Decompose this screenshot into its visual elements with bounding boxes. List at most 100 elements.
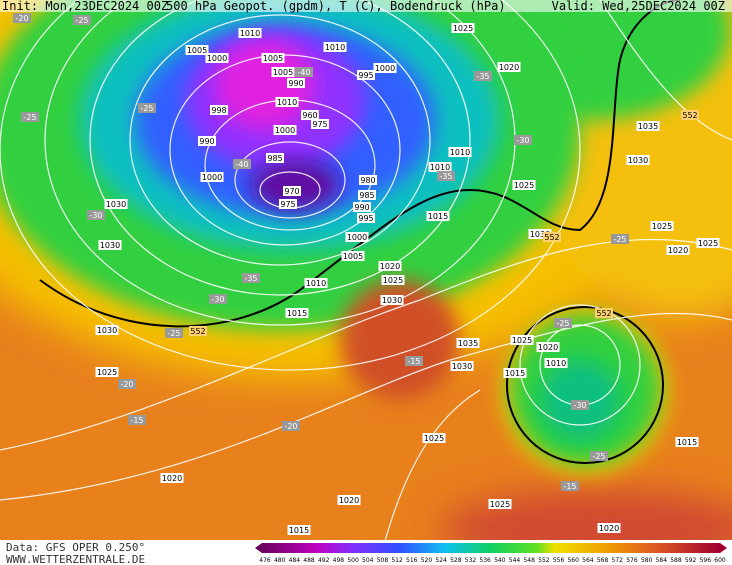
temperature-label: -15 (407, 357, 420, 366)
pressure-label: 1030 (530, 230, 550, 239)
colorbar-label: 584 (656, 557, 668, 564)
pressure-label-box (95, 325, 119, 335)
pressure-label: 1025 (514, 181, 534, 190)
colorbar-label: 548 (523, 557, 535, 564)
colorbar-label: 552 (538, 557, 550, 564)
pressure-label-box (373, 63, 397, 73)
temperature-label: -35 (476, 72, 489, 81)
colorbar-label: 524 (435, 557, 447, 564)
pressure-label: 1020 (380, 262, 400, 271)
pressure-label: 1010 (546, 359, 566, 368)
pressure-label-box (266, 153, 284, 163)
temperature-label-box (514, 135, 532, 145)
pressure-label-box (95, 367, 119, 377)
colorbar-label: 488 (303, 557, 315, 564)
pressure-label-box (357, 213, 375, 223)
thickness-label-box (543, 232, 561, 242)
temperature-label-box (128, 415, 146, 425)
colorbar-label: 580 (641, 557, 653, 564)
data-source: Data: GFS OPER 0.250° (6, 541, 145, 554)
pressure-label: 1010 (277, 98, 297, 107)
website: WWW.WETTERZENTRALE.DE (6, 553, 145, 565)
pressure-label: 1010 (240, 29, 260, 38)
colorbar-label: 500 (347, 557, 359, 564)
pressure-label: 1000 (202, 173, 222, 182)
pressure-label: 1015 (287, 309, 307, 318)
temperature-label: -40 (235, 160, 248, 169)
colorbar-label: 532 (465, 557, 477, 564)
pressure-label-box (450, 361, 474, 371)
pressure-label-box (287, 78, 305, 88)
pressure-label-box (341, 251, 365, 261)
pressure-label-box (422, 433, 446, 443)
colorbar-label: 484 (289, 557, 301, 564)
temperature-label-box (437, 171, 455, 181)
temperature-label: -20 (284, 422, 297, 431)
pressure-label-box (104, 199, 128, 209)
pressure-label-box (311, 119, 329, 129)
colorbar-label: 592 (685, 557, 697, 564)
colorbar-label: 560 (567, 557, 579, 564)
pressure-label: 1035 (458, 339, 478, 348)
init-time: Init: Mon,23DEC2024 00Z (2, 0, 168, 13)
pressure-label-box (381, 275, 405, 285)
colorbar-label: 596 (700, 557, 712, 564)
temperature-label: -35 (439, 172, 452, 181)
pressure-label-box (273, 125, 297, 135)
pressure-label: 1025 (698, 239, 718, 248)
temperature-label-box (242, 273, 260, 283)
pressure-label: 1030 (97, 326, 117, 335)
pressure-label-box (636, 121, 660, 131)
pressure-label: 1030 (382, 296, 402, 305)
pressure-label: 1020 (599, 524, 619, 533)
pressure-label: 985 (267, 154, 282, 163)
temperature-label-box (561, 481, 579, 491)
colorbar-label: 576 (626, 557, 638, 564)
pressure-label: 970 (284, 187, 299, 196)
temperature-label-box (165, 328, 183, 338)
temperature-label: -25 (23, 113, 36, 122)
colorbar-label: 480 (274, 557, 286, 564)
pressure-label-box (426, 211, 450, 221)
pressure-label-box (510, 335, 534, 345)
pressure-label: 1015 (505, 369, 525, 378)
temperature-label-box (571, 400, 589, 410)
temperature-label-box (282, 421, 300, 431)
temperature-label: -25 (613, 235, 626, 244)
temperature-label-box (138, 103, 156, 113)
colorbar (262, 543, 720, 553)
pressure-label-box (160, 473, 184, 483)
pressure-label-box (279, 199, 297, 209)
pressure-label: 1010 (450, 148, 470, 157)
pressure-label-box (528, 229, 552, 239)
temperature-label-box (209, 294, 227, 304)
pressure-label: 1005 (263, 54, 283, 63)
pressure-label: 985 (359, 191, 374, 200)
colorbar-label: 568 (597, 557, 609, 564)
colorbar-label: 572 (612, 557, 624, 564)
thickness-label: 552 (596, 309, 611, 318)
pressure-label: 1025 (453, 24, 473, 33)
pressure-label: 1000 (375, 64, 395, 73)
pressure-label: 990 (199, 137, 214, 146)
pressure-label: 1020 (538, 343, 558, 352)
temperature-label: -30 (516, 136, 529, 145)
temperature-label-box (405, 356, 423, 366)
temperature-label: -25 (75, 16, 88, 25)
colorbar-label: 476 (259, 557, 271, 564)
colorbar-label: 504 (362, 557, 374, 564)
pressure-label-box (503, 368, 527, 378)
colorbar-label: 508 (377, 557, 389, 564)
pressure-label: 1010 (325, 43, 345, 52)
pressure-label-box (238, 28, 262, 38)
pressure-label-box (597, 523, 621, 533)
pressure-label: 1010 (430, 163, 450, 172)
colorbar-label: 556 (553, 557, 565, 564)
pressure-label: 1000 (275, 126, 295, 135)
pressure-label-box (448, 147, 472, 157)
pressure-label: 1025 (424, 434, 444, 443)
thickness-label: 552 (682, 111, 697, 120)
